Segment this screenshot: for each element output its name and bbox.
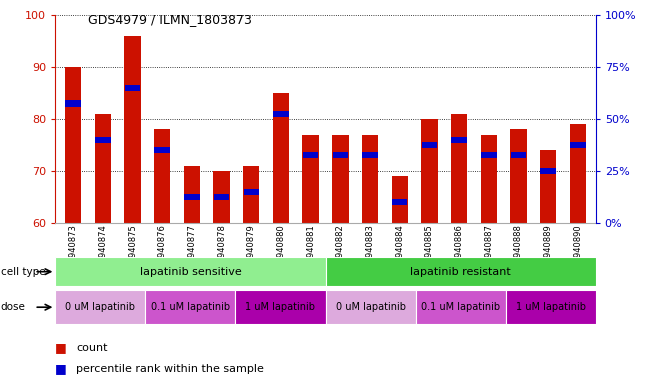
Bar: [333, 152, 348, 159]
Bar: [145, 290, 236, 324]
Text: lapatinib resistant: lapatinib resistant: [410, 266, 511, 277]
Bar: [422, 142, 437, 148]
Bar: [392, 199, 408, 205]
Bar: [303, 152, 318, 159]
Bar: [303, 134, 319, 223]
Bar: [95, 137, 111, 143]
Bar: [481, 152, 497, 159]
Bar: [506, 290, 596, 324]
Bar: [125, 85, 140, 91]
Bar: [326, 257, 596, 286]
Text: dose: dose: [1, 302, 25, 312]
Bar: [421, 119, 437, 223]
Bar: [511, 152, 526, 159]
Text: lapatinib sensitive: lapatinib sensitive: [139, 266, 242, 277]
Bar: [184, 166, 200, 223]
Bar: [214, 194, 229, 200]
Bar: [65, 100, 81, 107]
Bar: [243, 166, 260, 223]
Bar: [540, 168, 556, 174]
Text: 1 uM lapatinib: 1 uM lapatinib: [516, 302, 586, 312]
Text: GDS4979 / ILMN_1803873: GDS4979 / ILMN_1803873: [88, 13, 252, 26]
Text: ■: ■: [55, 362, 67, 375]
Bar: [326, 290, 415, 324]
Bar: [65, 67, 81, 223]
Bar: [55, 257, 325, 286]
Bar: [415, 290, 506, 324]
Bar: [273, 111, 289, 117]
Bar: [391, 176, 408, 223]
Bar: [332, 134, 348, 223]
Bar: [362, 134, 378, 223]
Bar: [540, 150, 557, 223]
Bar: [94, 114, 111, 223]
Bar: [214, 171, 230, 223]
Text: ■: ■: [55, 341, 67, 354]
Text: 1 uM lapatinib: 1 uM lapatinib: [245, 302, 316, 312]
Bar: [510, 129, 527, 223]
Text: count: count: [76, 343, 107, 353]
Bar: [236, 290, 326, 324]
Bar: [273, 93, 289, 223]
Bar: [570, 124, 586, 223]
Text: cell type: cell type: [1, 266, 46, 277]
Text: 0.1 uM lapatinib: 0.1 uM lapatinib: [151, 302, 230, 312]
Bar: [154, 147, 170, 153]
Bar: [55, 290, 145, 324]
Bar: [451, 114, 467, 223]
Text: 0 uM lapatinib: 0 uM lapatinib: [335, 302, 406, 312]
Bar: [154, 129, 171, 223]
Text: 0 uM lapatinib: 0 uM lapatinib: [65, 302, 135, 312]
Text: 0.1 uM lapatinib: 0.1 uM lapatinib: [421, 302, 500, 312]
Bar: [184, 194, 200, 200]
Text: percentile rank within the sample: percentile rank within the sample: [76, 364, 264, 374]
Bar: [124, 36, 141, 223]
Bar: [362, 152, 378, 159]
Bar: [243, 189, 259, 195]
Bar: [480, 134, 497, 223]
Bar: [570, 142, 586, 148]
Bar: [451, 137, 467, 143]
